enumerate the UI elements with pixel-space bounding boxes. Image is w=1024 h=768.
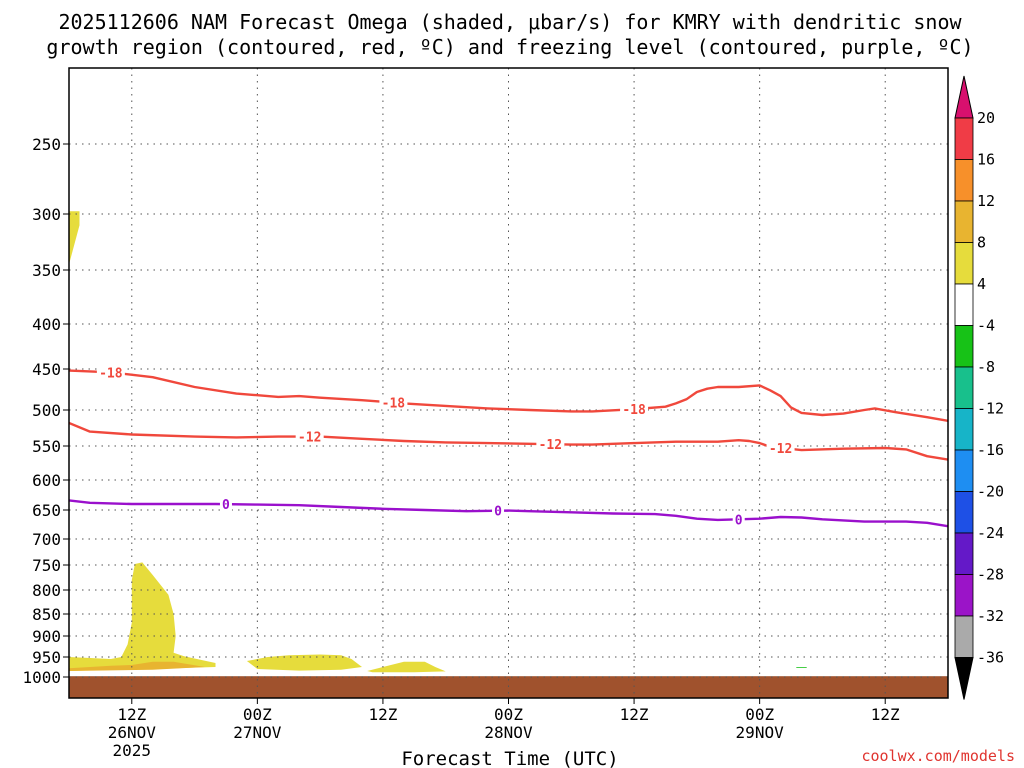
colorbar-swatch — [954, 615, 974, 658]
contour-line--18C — [69, 369, 948, 422]
colorbar-swatch — [954, 574, 974, 617]
plot-frame — [68, 67, 949, 699]
y-tick-label: 550 — [32, 437, 61, 456]
colorbar-label: -20 — [977, 483, 1004, 501]
y-tick-label: 450 — [32, 360, 61, 379]
contour-line--12C — [69, 421, 948, 461]
colorbar-label: -4 — [977, 317, 995, 335]
x-tick-date: 29NOV — [736, 723, 785, 742]
contour-label--12C: -12 — [769, 442, 792, 457]
colorbar-swatch — [954, 242, 974, 285]
contour-label--12C: -12 — [298, 431, 321, 446]
y-tick-label: 300 — [32, 205, 61, 224]
colorbar-label: 20 — [977, 109, 995, 127]
y-tick-label: 650 — [32, 501, 61, 520]
y-tick-label: 800 — [32, 581, 61, 600]
shaded-region-blob-mid — [246, 654, 362, 671]
x-tick-label: 12Z — [368, 705, 397, 724]
colorbar-label: -36 — [977, 649, 1004, 667]
shaded-region-column-core — [69, 661, 205, 671]
colorbar-swatch — [954, 283, 974, 326]
colorbar-label: -32 — [977, 607, 1004, 625]
colorbar-label: -16 — [977, 441, 1004, 459]
contour-label--12C: -12 — [539, 438, 562, 453]
colorbar-swatch — [954, 532, 974, 575]
y-tick-label: 900 — [32, 627, 61, 646]
shaded-region-column-low — [69, 562, 216, 671]
contour-label-0C: 0 — [735, 513, 743, 528]
shaded-region-speck — [796, 667, 807, 668]
colorbar-swatch — [954, 408, 974, 451]
colorbar-bottom-arrow — [954, 657, 974, 700]
grid-lines — [69, 68, 948, 698]
shaded-region-blob-right — [367, 661, 446, 673]
contour-label-bg — [732, 511, 745, 527]
colorbar-swatch — [954, 491, 974, 534]
contour-layer — [69, 369, 948, 528]
contour-label-bg — [219, 496, 232, 512]
y-tick-label: 600 — [32, 471, 61, 490]
x-tick-label: 12Z — [871, 705, 900, 724]
x-tick-label: 12Z — [620, 705, 649, 724]
contour-line-0C — [69, 499, 948, 528]
contour-label--18C: -18 — [99, 366, 123, 381]
shaded-omega-layer — [69, 211, 807, 673]
colorbar-label: -28 — [977, 566, 1004, 584]
x-tick-label: 12Z — [117, 705, 146, 724]
y-tick-label: 700 — [32, 530, 61, 549]
y-tick-label: 250 — [32, 135, 61, 154]
terrain-fill — [69, 676, 948, 698]
contour-label-bg — [492, 502, 505, 518]
contour-label-bg — [766, 439, 795, 455]
y-tick-label: 350 — [32, 261, 61, 280]
contour-label-bg — [295, 428, 324, 444]
colorbar-label: -12 — [977, 400, 1004, 418]
y-axis: 250 300 350 400 450 500 550 600 650 700 750 800 850 9… — [22, 135, 69, 687]
y-tick-label: 750 — [32, 556, 61, 575]
colorbar-label: -8 — [977, 358, 995, 376]
colorbar-swatch — [954, 200, 974, 243]
x-tick-date: 26NOV — [108, 723, 157, 742]
contour-label-bg — [620, 401, 649, 417]
chart-title-line1: 2025112606 NAM Forecast Omega (shaded, μ… — [58, 10, 962, 34]
contour-labels: -18 -18 -18 -12 -12 -12 0 0 0 — [96, 364, 795, 528]
colorbar-swatch — [954, 449, 974, 492]
colorbar-label: 4 — [977, 275, 986, 293]
colorbar-label: 16 — [977, 151, 995, 169]
y-tick-label: 850 — [32, 605, 61, 624]
contour-label-0C: 0 — [222, 498, 230, 513]
chart-title-line2: growth region (contoured, red, ºC) and f… — [46, 35, 973, 59]
y-tick-label: 500 — [32, 401, 61, 420]
x-tick-label: 00Z — [243, 705, 272, 724]
contour-label--18C: -18 — [622, 403, 646, 418]
colorbar-label: 8 — [977, 234, 986, 252]
shaded-region-upper-band — [69, 211, 80, 265]
contour-label-bg — [379, 394, 408, 410]
y-tick-label: 950 — [32, 648, 61, 667]
colorbar-top-arrow — [954, 75, 974, 119]
colorbar-swatch — [954, 159, 974, 202]
colorbar-label: -24 — [977, 524, 1004, 542]
x-tick-label: 00Z — [494, 705, 523, 724]
x-axis-label: Forecast Time (UTC) — [401, 748, 618, 768]
contour-label-0C: 0 — [494, 505, 502, 520]
y-tick-label: 1000 — [22, 668, 61, 687]
x-tick-date: 27NOV — [233, 723, 282, 742]
contour-label-bg — [536, 436, 565, 452]
contour-label-bg — [96, 364, 125, 380]
contour-label--18C: -18 — [382, 397, 406, 412]
colorbar-label: 12 — [977, 192, 995, 210]
colorbar-swatch — [954, 366, 974, 409]
colorbar-swatch — [954, 117, 974, 160]
x-tick-label: 00Z — [745, 705, 774, 724]
x-tick-date: 28NOV — [484, 723, 533, 742]
colorbar-swatch — [954, 325, 974, 368]
y-tick-label: 400 — [32, 315, 61, 334]
colorbar: 20 16 12 8 4 -4 -8 -12 -16 -20 -24 -28 -32 -36 — [954, 75, 1004, 700]
x-tick-year: 2025 — [113, 741, 152, 760]
credit-label: coolwx.com/models — [861, 747, 1015, 765]
